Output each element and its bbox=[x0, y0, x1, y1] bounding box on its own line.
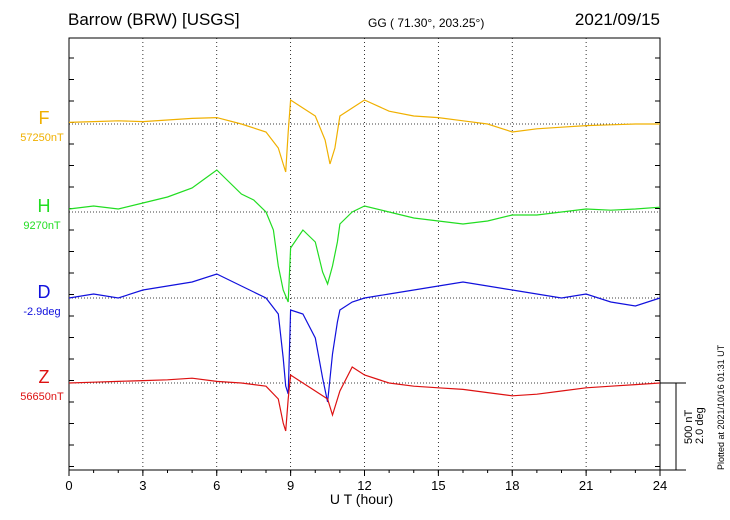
x-tick-label: 9 bbox=[287, 478, 294, 493]
scale-bar-label: 500 nT bbox=[683, 409, 695, 444]
series-line-z bbox=[68, 366, 661, 432]
x-tick-label: 3 bbox=[139, 478, 146, 493]
station-coordinates: GG ( 71.30°, 203.25°) bbox=[368, 16, 485, 30]
x-tick-label: 6 bbox=[213, 478, 220, 493]
series-name-h: H bbox=[38, 196, 51, 216]
series-line-d bbox=[68, 273, 661, 403]
scale-bar-label: 2.0 deg bbox=[694, 407, 706, 444]
series-line-h bbox=[68, 169, 661, 303]
x-tick-label: 24 bbox=[653, 478, 667, 493]
station-title: Barrow (BRW) [USGS] bbox=[68, 10, 240, 29]
plotted-at-note: Plotted at 2021/10/16 01:31 UT bbox=[716, 344, 726, 470]
series-line-f bbox=[68, 98, 660, 173]
series-baseline-label-h: 9270nT bbox=[23, 220, 61, 232]
series-name-d: D bbox=[38, 282, 51, 302]
x-tick-label: 21 bbox=[579, 478, 593, 493]
series-name-f: F bbox=[39, 108, 50, 128]
series-baseline-label-z: 56650nT bbox=[20, 391, 64, 403]
x-tick-label: 0 bbox=[65, 478, 72, 493]
series-name-z: Z bbox=[39, 367, 50, 387]
x-tick-label: 12 bbox=[357, 478, 371, 493]
series-baseline-label-f: 57250nT bbox=[20, 132, 64, 144]
x-tick-label: 18 bbox=[505, 478, 519, 493]
x-tick-label: 15 bbox=[431, 478, 445, 493]
series-baseline-label-d: -2.9deg bbox=[23, 306, 60, 318]
observation-date: 2021/09/15 bbox=[574, 10, 660, 29]
x-axis-label: U T (hour) bbox=[330, 491, 393, 507]
